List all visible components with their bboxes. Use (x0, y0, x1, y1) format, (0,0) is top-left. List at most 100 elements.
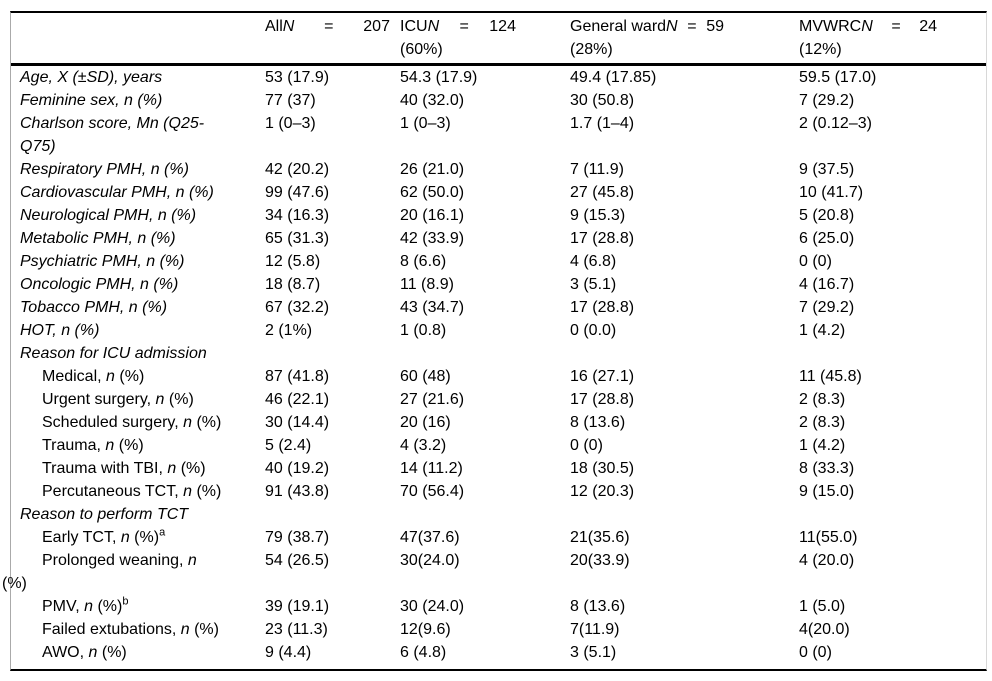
header-count: 207 (363, 18, 390, 35)
cell-mvwrc: 1 (5.0) (799, 598, 846, 615)
row-label-suffix: (%) (176, 460, 206, 477)
cell-mvwrc: 11(55.0) (799, 529, 858, 546)
row-label: Medical, n (%) (0, 365, 265, 388)
cell-all: 42 (20.2) (265, 161, 330, 178)
row-label-n: n (180, 621, 190, 638)
cell-all: 87 (41.8) (265, 368, 330, 385)
cell-mvwrc: 1 (4.2) (799, 322, 846, 339)
cell-general-ward: 17 (28.8) (570, 391, 635, 408)
row-label-suffix: (%) (192, 483, 222, 500)
cell-general-ward: 18 (30.5) (570, 460, 635, 477)
table-row: Scheduled surgery, n (%) 30 (14.4) 20 (1… (0, 411, 992, 434)
cell-icu: 6 (4.8) (400, 644, 447, 661)
cell-mvwrc: 6 (25.0) (799, 230, 855, 247)
cell-icu: 30 (24.0) (400, 598, 465, 615)
cell-icu: 70 (56.4) (400, 483, 465, 500)
cell-mvwrc: 7 (29.2) (799, 92, 855, 109)
header-empty-cell (0, 15, 265, 63)
header-col-all: AllN = 207 (265, 15, 400, 63)
cell-general-ward (570, 342, 799, 365)
cell-mvwrc: 8 (33.3) (799, 460, 855, 477)
table-row: Neurological PMH, n (%) 34 (16.3) 20 (16… (0, 204, 992, 227)
row-label-text: Prolonged weaning, (42, 552, 188, 569)
cell-general-ward: 27 (45.8) (570, 184, 635, 201)
cell-general-ward: 0 (0.0) (570, 322, 617, 339)
cell-all: 99 (47.6) (265, 184, 330, 201)
header-percent: (28%) (570, 41, 613, 58)
cell-all: 2 (1%) (265, 322, 313, 339)
cell-general-ward: 20(33.9) (570, 552, 630, 569)
row-label-wrap: Q75) (20, 138, 56, 155)
row-label-suffix: (%) (114, 437, 144, 454)
header-group-label: All (265, 18, 283, 35)
cell-icu: 8 (6.6) (400, 253, 447, 270)
table-row: Early TCT, n (%)a 79 (38.7) 47(37.6) 21(… (0, 526, 992, 549)
row-label: Tobacco PMH, n (%) (0, 296, 265, 319)
cell-general-ward: 9 (15.3) (570, 207, 626, 224)
cell-icu: 47(37.6) (400, 529, 460, 546)
cell-mvwrc: 0 (0) (799, 644, 832, 661)
cell-mvwrc: 4 (20.0) (799, 552, 855, 569)
row-label: Trauma, n (%) (0, 434, 265, 457)
row-label-text: Trauma, (42, 437, 106, 454)
cell-general-ward: 12 (20.3) (570, 483, 635, 500)
row-label-text: Scheduled surgery, (42, 414, 184, 431)
cell-general-ward: 4 (6.8) (570, 253, 617, 270)
row-label-suffix: (%) (164, 391, 194, 408)
cell-icu: 26 (21.0) (400, 161, 465, 178)
table-row: Prolonged weaning, n (%) 54 (26.5) 30(24… (0, 549, 992, 595)
row-label-text: Reason to perform TCT (20, 506, 189, 523)
row-label-n: n (183, 483, 193, 500)
row-label-text: Feminine sex, n (%) (20, 92, 163, 109)
table-row: Trauma with TBI, n (%) 40 (19.2) 14 (11.… (0, 457, 992, 480)
row-label-suffix: (%) (93, 598, 123, 615)
row-label-text: Medical, (42, 368, 107, 385)
row-label: Scheduled surgery, n (%) (0, 411, 265, 434)
cell-mvwrc: 7 (29.2) (799, 299, 855, 316)
row-label-text: Failed extubations, (42, 621, 181, 638)
row-label-n: n (183, 414, 193, 431)
cell-all: 18 (8.7) (265, 276, 321, 293)
header-n-symbol: N (282, 18, 295, 35)
cell-mvwrc: 9 (37.5) (799, 161, 855, 178)
characteristics-table: AllN = 207 ICUN = 124 (60%) General ward… (0, 13, 992, 664)
table-row: Reason for ICU admission (0, 342, 992, 365)
cell-all: 67 (32.2) (265, 299, 330, 316)
cell-mvwrc (799, 342, 992, 365)
table-row: Cardiovascular PMH, n (%) 99 (47.6) 62 (… (0, 181, 992, 204)
row-label-suffix: (%) (97, 644, 127, 661)
cell-general-ward (570, 503, 799, 526)
cell-all: 91 (43.8) (265, 483, 330, 500)
row-label-text: Cardiovascular PMH, n (%) (20, 184, 214, 201)
header-count: 124 (489, 18, 516, 35)
table-row: Percutaneous TCT, n (%) 91 (43.8) 70 (56… (0, 480, 992, 503)
row-label-suffix: (%) (192, 414, 222, 431)
table-row: Failed extubations, n (%) 23 (11.3) 12(9… (0, 618, 992, 641)
row-label-n: n (106, 368, 115, 385)
row-label-text: Reason for ICU admission (20, 345, 207, 362)
header-n-symbol: N (861, 18, 873, 35)
cell-all: 65 (31.3) (265, 230, 330, 247)
cell-icu (400, 342, 570, 365)
row-label-text: HOT, n (%) (20, 322, 100, 339)
row-label-n: n (105, 437, 115, 454)
row-label-text: Oncologic PMH, n (%) (20, 276, 179, 293)
row-label-n: n (88, 644, 98, 661)
cell-icu: 14 (11.2) (400, 460, 463, 477)
row-label-n: n (120, 529, 130, 546)
cell-all: 40 (19.2) (265, 460, 330, 477)
row-label: Reason for ICU admission (0, 342, 265, 365)
table-header-row: AllN = 207 ICUN = 124 (60%) General ward… (0, 13, 992, 63)
table-row: Feminine sex, n (%) 77 (37) 40 (32.0) 30… (0, 89, 992, 112)
cell-all: 30 (14.4) (265, 414, 330, 431)
cell-mvwrc: 5 (20.8) (799, 207, 855, 224)
table-row: Tobacco PMH, n (%) 67 (32.2) 43 (34.7) 1… (0, 296, 992, 319)
header-equals: = (324, 18, 334, 35)
table-row: Trauma, n (%) 5 (2.4) 4 (3.2) 0 (0) 1 (4… (0, 434, 992, 457)
table-row: Psychiatric PMH, n (%) 12 (5.8) 8 (6.6) … (0, 250, 992, 273)
row-label: Reason to perform TCT (0, 503, 265, 526)
row-label: Feminine sex, n (%) (0, 89, 265, 112)
cell-general-ward: 3 (5.1) (570, 644, 617, 661)
table-body: Age, X (±SD), years 53 (17.9) 54.3 (17.9… (0, 66, 992, 664)
row-label-text: Age, X (±SD), years (20, 69, 163, 86)
